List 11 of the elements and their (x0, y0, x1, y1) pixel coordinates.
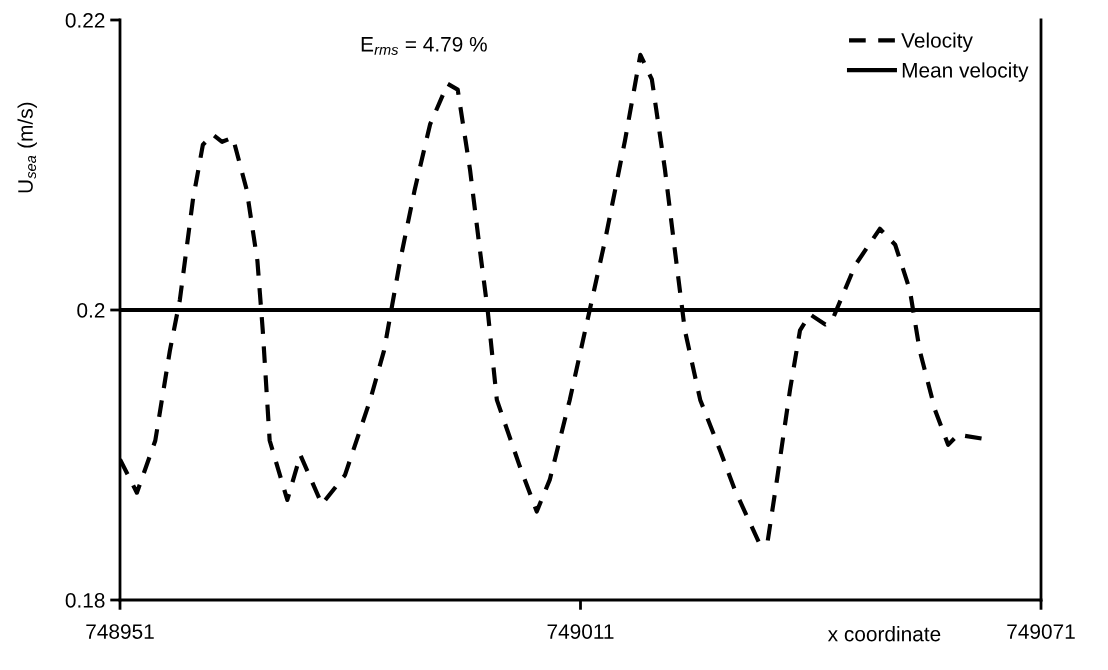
annotation: E$_{rms}$ = 4.79 % (361, 36, 487, 55)
x-tick-label: 749011 (547, 624, 614, 639)
x-axis-title: x coordinate (827, 626, 941, 642)
y-tick-label: 0.22 (65, 13, 105, 28)
y-tick-label: 0.2 (77, 303, 105, 318)
legend-label: Velocity (901, 32, 973, 52)
y-axis-title: U$_{sea}$ (m/s) (17, 102, 37, 193)
x-tick-label: 748951 (86, 624, 154, 639)
y-tick-label: 0.18 (65, 593, 105, 608)
legend-label: Mean velocity (902, 62, 1029, 82)
x-tick-label: 749071 (1007, 624, 1075, 639)
